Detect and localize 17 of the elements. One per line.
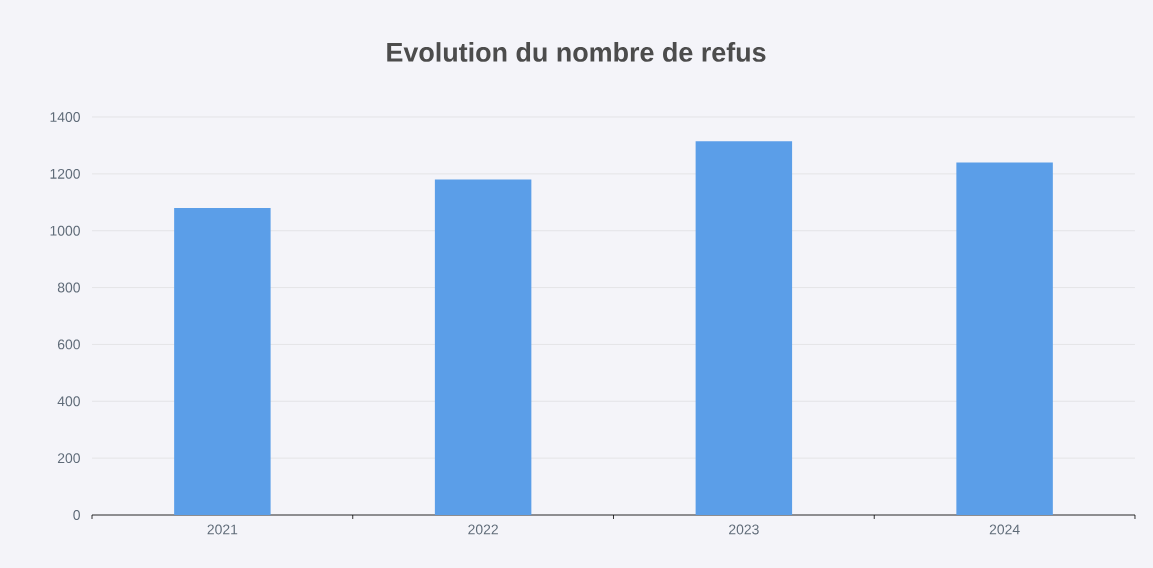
y-tick-label: 1200 [50,168,80,179]
y-tick-label: 1400 [50,112,80,122]
y-tick-label: 0 [73,510,80,520]
bar [956,162,1053,515]
y-tick-label: 1000 [50,225,80,236]
x-tick-label: 2023 [729,524,759,535]
bar [174,207,271,515]
y-tick-label: 400 [57,396,80,407]
chart-title: Evolution du nombre de refus [387,42,766,62]
y-tick-label: 600 [57,339,80,350]
x-tick-label: 2021 [207,524,238,535]
y-tick-label: 800 [57,282,80,293]
x-tick-label: 2024 [989,524,1020,535]
x-tick-label: 2022 [468,524,498,535]
y-tick-label: 200 [57,453,80,464]
bar [695,141,793,515]
bar [434,179,532,515]
